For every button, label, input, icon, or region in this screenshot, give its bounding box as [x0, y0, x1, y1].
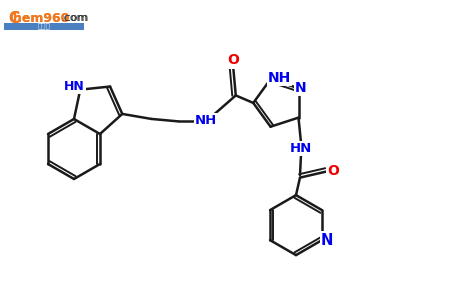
Text: C: C [9, 11, 19, 25]
Text: N: N [321, 233, 333, 248]
Text: O: O [228, 53, 239, 67]
Text: .com: .com [61, 13, 89, 23]
Text: hem960: hem960 [13, 11, 70, 25]
Text: .com: .com [60, 13, 88, 23]
Text: N: N [295, 81, 307, 95]
Text: NH: NH [195, 114, 217, 127]
Text: hem960: hem960 [13, 11, 70, 25]
Text: O: O [327, 163, 339, 178]
Text: 化工网: 化工网 [37, 23, 50, 29]
FancyBboxPatch shape [4, 23, 84, 30]
Text: NH: NH [268, 71, 291, 85]
Text: C: C [9, 11, 19, 25]
Text: HN: HN [64, 80, 85, 93]
FancyBboxPatch shape [4, 23, 84, 30]
Text: HN: HN [290, 142, 312, 155]
Text: 化工网: 化工网 [37, 23, 50, 29]
